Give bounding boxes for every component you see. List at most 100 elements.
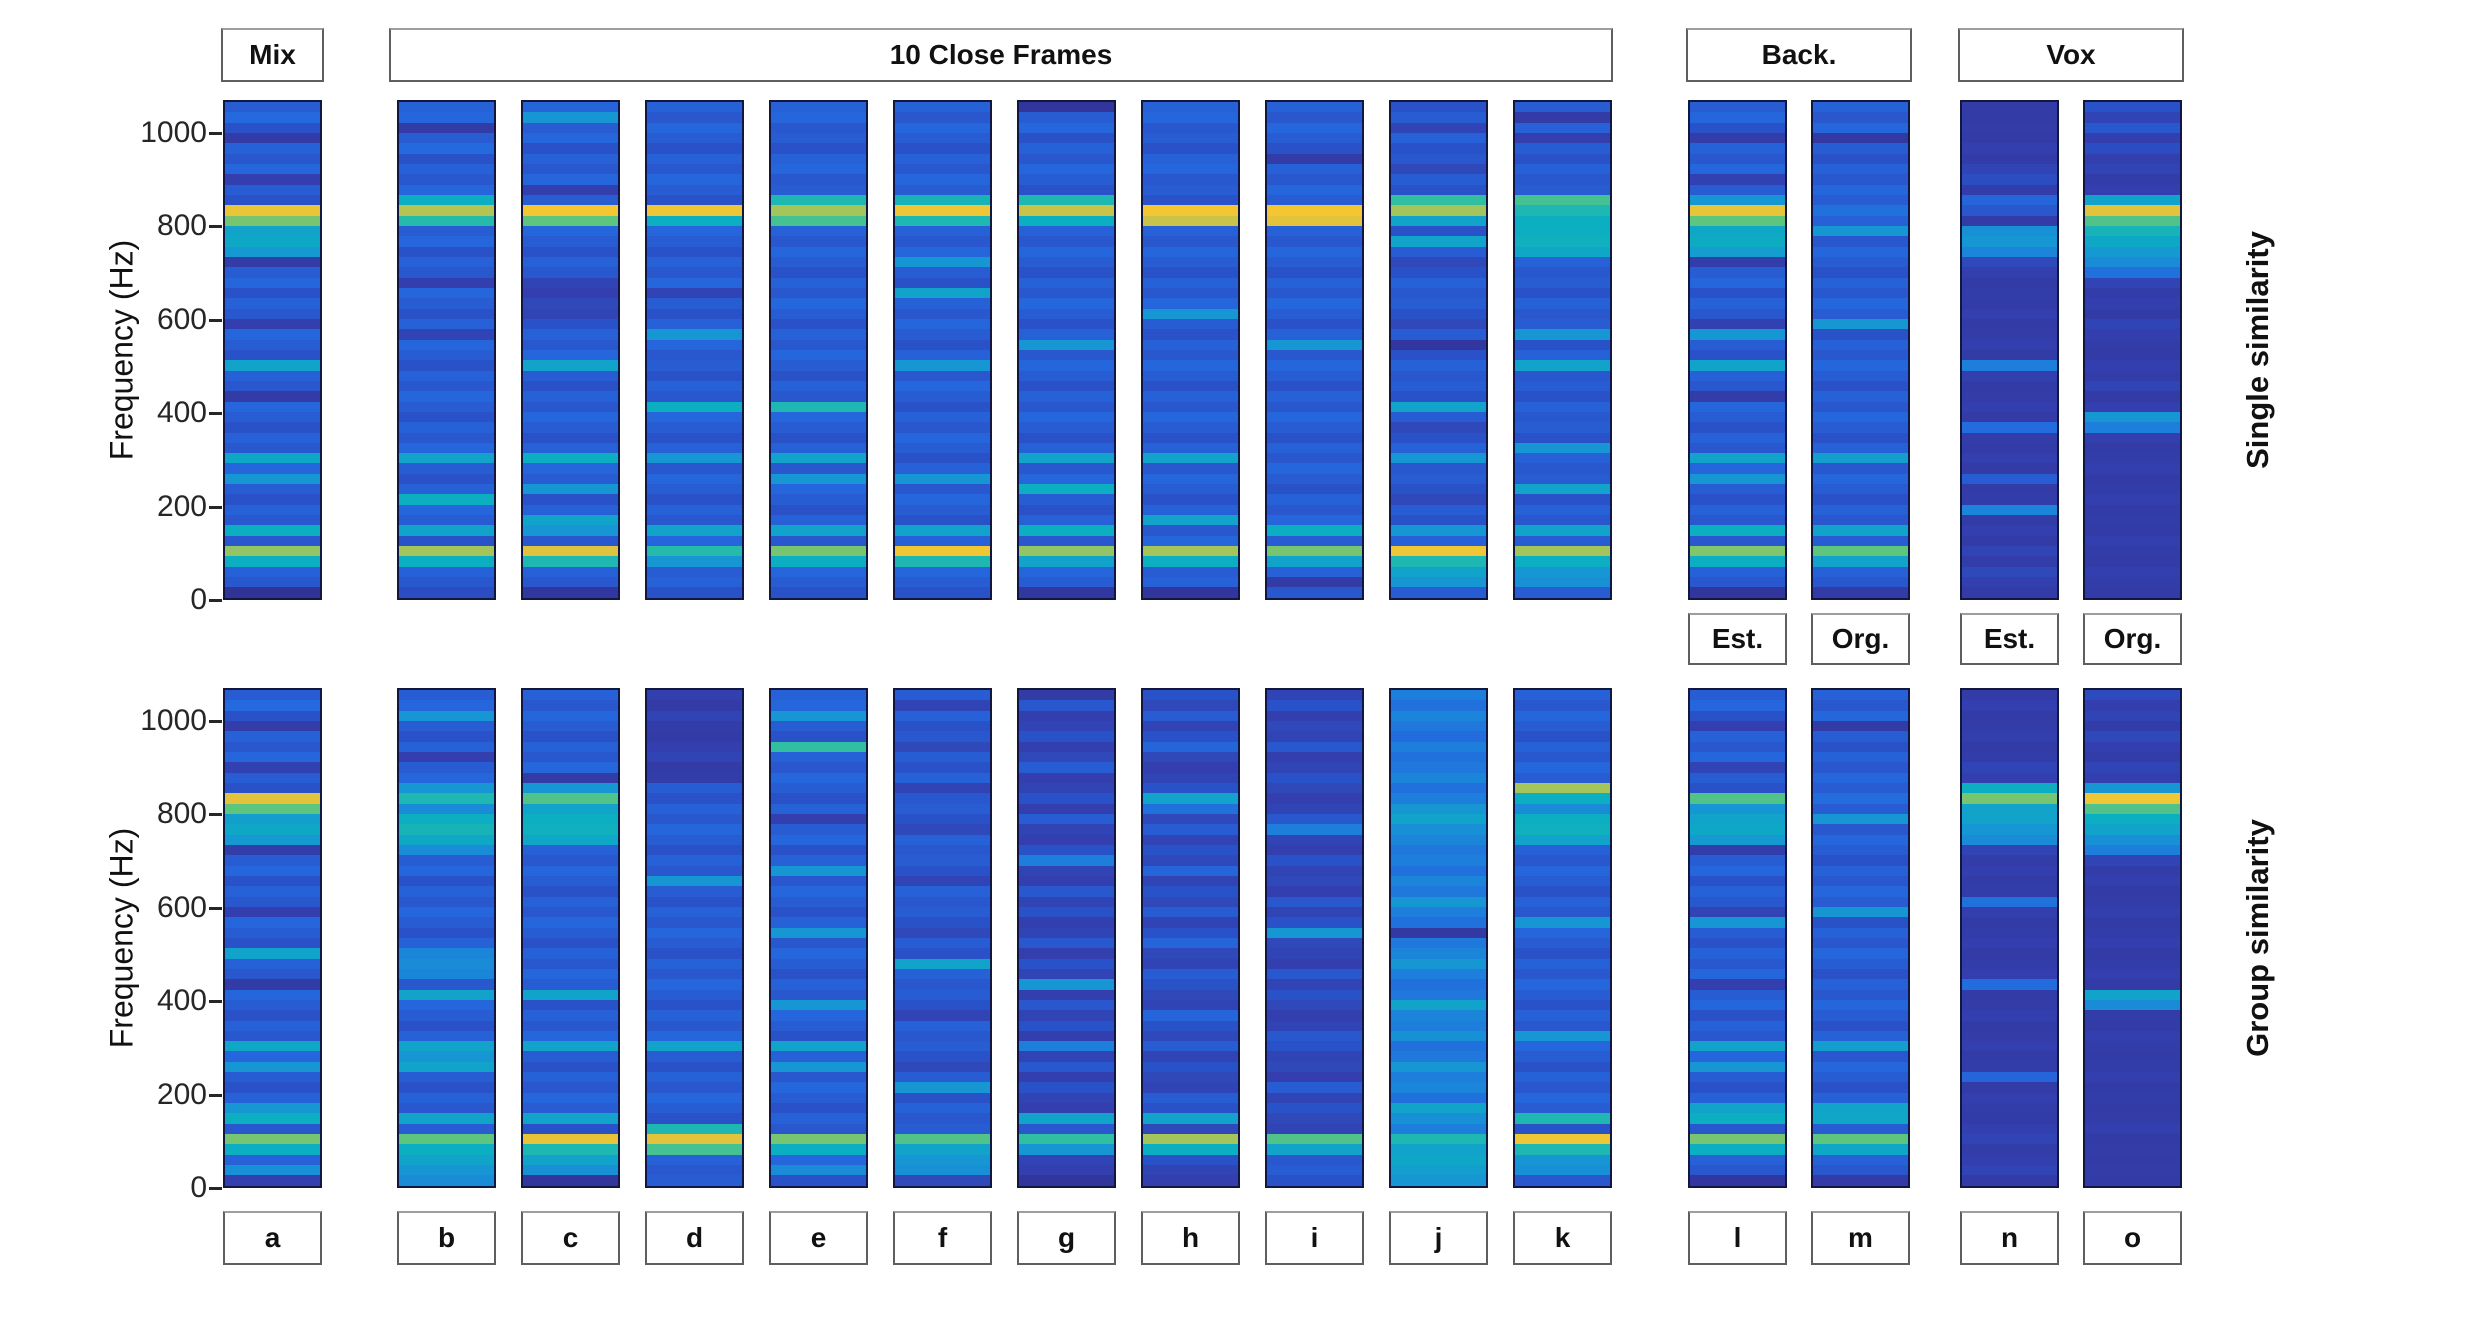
heatmap-band bbox=[399, 741, 494, 752]
heatmap-band bbox=[771, 277, 866, 288]
heatmap-band bbox=[225, 1103, 320, 1114]
heatmap-band bbox=[225, 1123, 320, 1135]
heatmap-band bbox=[523, 1072, 618, 1083]
heatmap-band bbox=[1962, 958, 2057, 969]
heatmap-band bbox=[1690, 535, 1785, 547]
heatmap-band bbox=[1813, 422, 1908, 433]
heatmap-band bbox=[225, 422, 320, 433]
heatmap-band bbox=[1962, 896, 2057, 907]
heatmap-band bbox=[1143, 834, 1238, 845]
heatmap-band bbox=[225, 308, 320, 319]
heatmap-band bbox=[1813, 948, 1908, 959]
heatmap-band bbox=[2085, 298, 2180, 309]
heatmap-band bbox=[1019, 370, 1114, 381]
heatmap-band bbox=[1019, 1165, 1114, 1176]
heatmap-band bbox=[1515, 937, 1610, 949]
heatmap-band bbox=[647, 948, 742, 959]
heatmap-band bbox=[523, 225, 618, 237]
heatmap-band bbox=[1267, 411, 1362, 423]
heatmap-band bbox=[1962, 184, 2057, 195]
heatmap-band bbox=[1391, 1134, 1486, 1145]
heatmap-band bbox=[225, 1134, 320, 1145]
heatmap-band bbox=[1962, 1113, 2057, 1124]
heatmap-band bbox=[1391, 566, 1486, 578]
heatmap-band bbox=[1267, 1134, 1362, 1145]
heatmap-band bbox=[225, 360, 320, 371]
heatmap-band bbox=[2085, 504, 2180, 516]
heatmap-band bbox=[523, 1134, 618, 1145]
heatmap-band bbox=[1813, 896, 1908, 907]
heatmap-band bbox=[1019, 803, 1114, 814]
heatmap-band bbox=[523, 504, 618, 516]
heatmap-band bbox=[1391, 896, 1486, 907]
heatmap-band bbox=[523, 1051, 618, 1062]
heatmap-band bbox=[523, 948, 618, 959]
heatmap-band bbox=[225, 927, 320, 938]
heatmap-band bbox=[523, 174, 618, 185]
heatmap-band bbox=[1391, 525, 1486, 536]
heatmap-band bbox=[1515, 1144, 1610, 1155]
heatmap-band bbox=[1813, 1041, 1908, 1052]
heatmap-band bbox=[1690, 906, 1785, 918]
heatmap-band bbox=[1813, 1165, 1908, 1176]
heatmap-band bbox=[1019, 896, 1114, 907]
column-letter-box-m: m bbox=[1811, 1211, 1910, 1265]
heatmap-band bbox=[1391, 1113, 1486, 1124]
heatmap-band bbox=[1813, 710, 1908, 721]
heatmap-band bbox=[647, 587, 742, 598]
heatmap-band bbox=[1962, 577, 2057, 588]
heatmap-band bbox=[2085, 360, 2180, 371]
y-tick-label: 800 bbox=[156, 797, 207, 831]
heatmap-band bbox=[1267, 515, 1362, 526]
heatmap-band bbox=[1143, 143, 1238, 154]
heatmap-band bbox=[1391, 782, 1486, 794]
heatmap-band bbox=[2085, 813, 2180, 825]
heatmap-band bbox=[771, 432, 866, 443]
heatmap-band bbox=[2085, 411, 2180, 423]
heatmap-band bbox=[647, 205, 742, 216]
heatmap-band bbox=[647, 194, 742, 206]
heatmap-band bbox=[399, 762, 494, 773]
heatmap-band bbox=[1267, 906, 1362, 918]
heatmap-band bbox=[1391, 473, 1486, 485]
heatmap-band bbox=[1813, 205, 1908, 216]
heatmap-band bbox=[771, 535, 866, 547]
heatmap-band bbox=[1962, 380, 2057, 392]
heatmap-band bbox=[1267, 917, 1362, 928]
heatmap-band bbox=[895, 896, 990, 907]
heatmap-band bbox=[399, 132, 494, 144]
heatmap-band bbox=[1267, 184, 1362, 195]
heatmap-band bbox=[1267, 194, 1362, 206]
heatmap-band bbox=[1962, 422, 2057, 433]
heatmap-band bbox=[2085, 1134, 2180, 1145]
heatmap-band bbox=[647, 546, 742, 557]
heatmap-band bbox=[1267, 401, 1362, 412]
heatmap-band bbox=[523, 308, 618, 319]
heatmap-band bbox=[1813, 535, 1908, 547]
heatmap-band bbox=[1391, 865, 1486, 876]
heatmap-band bbox=[771, 1144, 866, 1155]
heatmap-band bbox=[1391, 710, 1486, 721]
heatmap-band bbox=[523, 782, 618, 794]
heatmap-band bbox=[399, 1123, 494, 1135]
heatmap-band bbox=[895, 587, 990, 598]
group-header-back: Back. bbox=[1686, 28, 1912, 82]
heatmap-band bbox=[1019, 463, 1114, 474]
heatmap-band bbox=[225, 184, 320, 195]
column-letter-box-g: g bbox=[1017, 1211, 1116, 1265]
heatmap-band bbox=[1690, 720, 1785, 732]
heatmap-band bbox=[771, 1123, 866, 1135]
heatmap-band bbox=[771, 122, 866, 133]
heatmap-band bbox=[1515, 1175, 1610, 1186]
heatmap-band bbox=[225, 844, 320, 856]
heatmap-band bbox=[1962, 587, 2057, 598]
heatmap-band bbox=[399, 751, 494, 763]
heatmap-band bbox=[647, 989, 742, 1000]
heatmap-band bbox=[1515, 504, 1610, 516]
heatmap-band bbox=[1391, 927, 1486, 938]
y-tick-mark bbox=[209, 225, 222, 229]
heatmap-band bbox=[225, 1041, 320, 1052]
heatmap-band bbox=[523, 968, 618, 980]
heatmap-band bbox=[771, 772, 866, 783]
heatmap-band bbox=[2085, 515, 2180, 526]
